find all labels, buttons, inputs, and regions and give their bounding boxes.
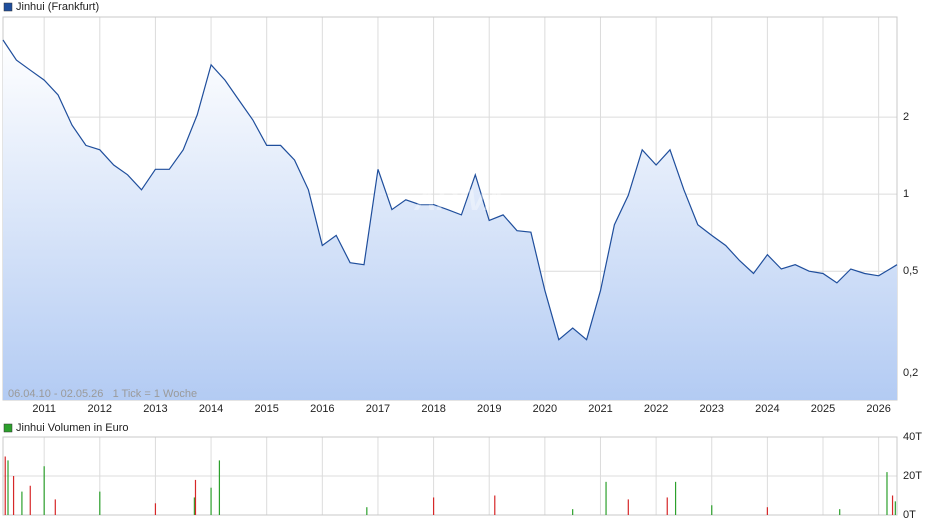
x-tick-label: 2015: [254, 403, 278, 415]
x-tick-label: 2017: [366, 403, 390, 415]
y-tick-label: 2: [903, 111, 909, 123]
volume-bar: [154, 503, 157, 515]
volume-bar: [29, 485, 31, 515]
x-tick-label: 2019: [477, 403, 501, 415]
x-tick-label: 2013: [143, 403, 167, 415]
y-tick-label: 40T: [903, 431, 922, 443]
range-note: 06.04.10 - 02.05.26 1 Tick = 1 Woche: [8, 388, 197, 400]
volume-bar: [7, 460, 9, 515]
volume-bar: [210, 487, 212, 515]
legend-swatch: [3, 423, 13, 433]
volume-bar: [99, 491, 101, 515]
volume-bar: [54, 499, 56, 515]
volume-bar: [711, 505, 713, 515]
volume-bar: [894, 501, 896, 515]
volume-bar: [494, 495, 496, 515]
volume-bar: [891, 495, 894, 515]
y-tick-label: 20T: [903, 470, 922, 482]
volume-bar: [4, 456, 6, 515]
x-tick-label: 2021: [588, 403, 612, 415]
volume-bar: [194, 479, 197, 515]
price-line: [2, 39, 898, 341]
y-tick-label: 0,2: [903, 367, 918, 379]
volume-bar: [605, 481, 607, 515]
volume-bar: [886, 472, 888, 515]
volume-bar: [366, 507, 368, 515]
plot-frame: [2, 436, 898, 516]
x-tick-label: 2024: [755, 403, 779, 415]
x-tick-label: 2023: [700, 403, 724, 415]
volume-bar: [43, 466, 45, 515]
volume-bar: [12, 476, 15, 515]
x-tick-label: 2016: [310, 403, 334, 415]
legend-swatch: [3, 2, 13, 12]
volume-bar: [193, 497, 195, 515]
x-tick-label: 2026: [866, 403, 890, 415]
x-tick-label: 2014: [199, 403, 223, 415]
volume-bar: [674, 481, 677, 515]
x-tick-label: 2012: [88, 403, 112, 415]
volume-bar: [666, 497, 668, 515]
y-tick-label: 0,5: [903, 265, 918, 277]
y-tick-label: 1: [903, 188, 909, 200]
volume-bar: [839, 509, 841, 515]
volume-bar: [627, 499, 629, 515]
y-tick-label: 0T: [903, 509, 916, 521]
x-tick-label: 2022: [644, 403, 668, 415]
x-tick-label: 2011: [32, 403, 56, 415]
x-tick-label: 2018: [421, 403, 445, 415]
price-area: [3, 40, 897, 400]
volume-bar: [766, 507, 768, 515]
legend-label: Jinhui Volumen in Euro: [16, 422, 129, 434]
volume-bar: [218, 460, 221, 515]
legend-label: Jinhui (Frankfurt): [16, 1, 99, 13]
volume-bar: [432, 497, 435, 515]
watermark: ARIVA: [413, 184, 505, 217]
x-tick-label: 2025: [811, 403, 835, 415]
volume-bar: [572, 509, 574, 515]
x-tick-label: 2020: [533, 403, 557, 415]
volume-bar: [21, 491, 23, 515]
